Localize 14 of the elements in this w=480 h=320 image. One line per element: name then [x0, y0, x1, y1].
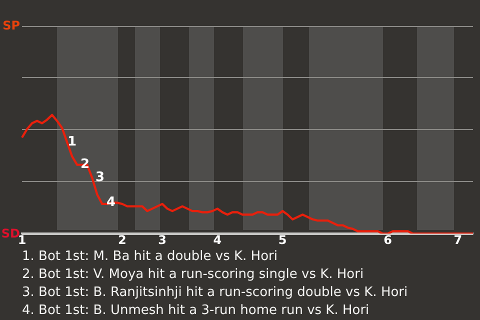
x-tick-label: 2	[118, 232, 126, 247]
text: 2. Bot 1st: V. Moya hit a run-scoring single vs K. Hori	[22, 266, 365, 284]
annotation: 3	[95, 170, 105, 186]
text: 3. Bot 1st: B. Ranjitsinhji hit a run-scoring double vs K. Hori	[22, 284, 409, 302]
x-tick-label: 6	[384, 232, 392, 247]
ref-line-label: SD	[1, 226, 20, 241]
text: 4. Bot 1st: B. Unmesh hit a 3-run home run vs K. Hori	[22, 302, 370, 320]
x-tick-label: 3	[158, 232, 166, 247]
x-tick-label: 7	[454, 232, 462, 247]
annotation: 1	[67, 134, 77, 150]
text: 1. Bot 1st: M. Ba hit a double vs K. Hori	[22, 248, 278, 266]
ref-line-label: SP	[2, 18, 20, 33]
x-tick-label: 4	[213, 232, 222, 247]
x-tick-label: 5	[278, 232, 287, 247]
